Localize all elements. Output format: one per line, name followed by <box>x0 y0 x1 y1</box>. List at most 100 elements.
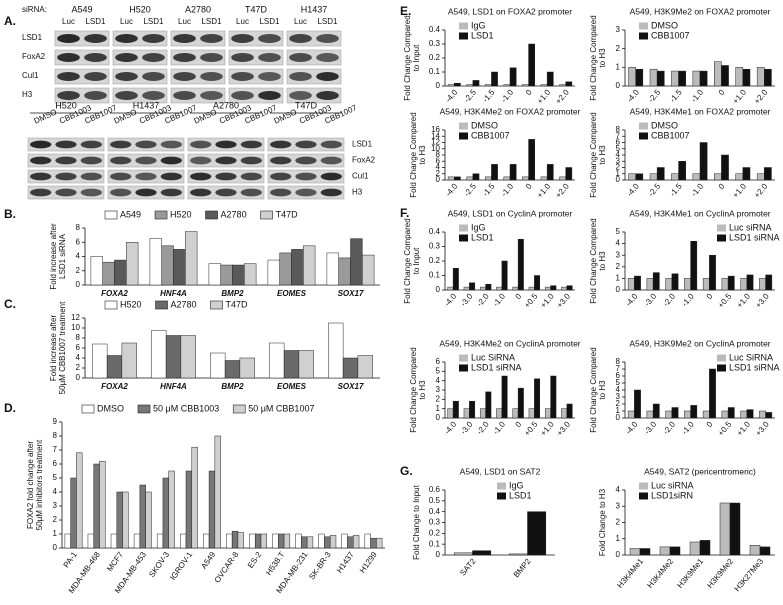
legend-swatch <box>639 492 648 500</box>
y-tick-label: 2 <box>76 266 81 275</box>
x-tick-label: -1.0 <box>491 291 507 308</box>
blot-band <box>115 91 138 100</box>
cell-line: H1437 <box>133 100 160 110</box>
bar <box>721 410 729 419</box>
legend-swatch <box>81 404 95 414</box>
x-tick-label: -1.0 <box>499 87 515 104</box>
y-tick-label: 6 <box>616 371 621 380</box>
y-tick-label: 0 <box>53 543 58 552</box>
bar <box>161 245 174 286</box>
bar <box>447 286 454 291</box>
x-tick-label: +1.0 <box>735 419 752 437</box>
x-tick-label: H538.T <box>264 550 286 577</box>
y-tick-label: 7 <box>616 131 621 140</box>
bar <box>699 540 711 556</box>
blot-band <box>173 72 196 81</box>
bar <box>485 283 492 291</box>
bar <box>283 350 300 379</box>
bar <box>329 535 337 549</box>
x-tick-label: 0 <box>717 181 727 191</box>
y-tick-label: 0.5 <box>429 496 441 505</box>
y-tick-label: 5 <box>616 378 621 387</box>
blot-band <box>289 91 312 100</box>
blot-band <box>135 156 157 165</box>
blot-band <box>231 72 254 81</box>
x-tick-label: H3K4Me1 <box>615 556 645 589</box>
bar <box>561 286 568 291</box>
y-axis-label: Fold Change Compared <box>409 112 418 197</box>
bar <box>764 167 772 181</box>
x-tick-label: SAT2 <box>458 556 478 577</box>
y-tick-label: 1 <box>436 404 441 413</box>
blot-band <box>240 172 262 181</box>
bar <box>671 273 679 291</box>
y-tick-label: 0.4 <box>429 25 441 34</box>
bar <box>203 533 210 549</box>
bar <box>512 286 519 291</box>
bar <box>298 350 314 379</box>
blot-band <box>84 91 107 100</box>
y-tick-label: 8 <box>436 150 441 159</box>
y-tick-label: 1 <box>616 274 621 283</box>
y-axis-label: Fold Change Compared <box>403 15 412 100</box>
x-tick-label: +0.5 <box>716 291 733 309</box>
blot-band <box>215 188 237 197</box>
bar <box>318 533 325 549</box>
y-tick-label: 0 <box>76 280 81 289</box>
lane-label: Luc <box>62 17 75 26</box>
bar <box>528 43 536 87</box>
blot-band <box>30 172 52 181</box>
blot-band <box>316 34 339 43</box>
bar <box>484 84 492 87</box>
bar <box>692 173 701 181</box>
blot-band <box>258 72 281 81</box>
blot-band <box>115 34 138 43</box>
panel-label: B. <box>4 207 16 221</box>
y-tick-label: 4 <box>616 485 621 494</box>
bar <box>237 532 244 549</box>
bar <box>328 322 344 379</box>
bar <box>684 410 691 419</box>
bar <box>628 67 636 87</box>
bar <box>746 409 754 419</box>
bar <box>180 335 196 379</box>
bar <box>709 254 716 291</box>
blot-band <box>135 172 157 181</box>
bar <box>721 65 729 87</box>
bar <box>224 360 241 379</box>
y-tick-label: 2 <box>76 363 81 372</box>
sirna-label: siRNA: <box>22 5 47 14</box>
legend-label: LSD1 <box>471 30 494 40</box>
x-tick-label: BMP2 <box>221 289 244 298</box>
bar <box>70 477 77 549</box>
legend-label: T47D <box>276 209 299 219</box>
blot-row-label: H3 <box>22 90 33 99</box>
blot-band <box>160 188 182 197</box>
y-tick-label: 3 <box>616 501 621 510</box>
lane-label: LSD1 <box>143 17 164 26</box>
blot-band <box>110 172 132 181</box>
cell-line: A549 <box>71 4 92 14</box>
legend-label: IgG <box>471 222 486 232</box>
y-tick-label: 6 <box>76 237 81 246</box>
bar <box>278 533 285 549</box>
bar <box>714 61 722 87</box>
bar <box>503 84 511 87</box>
y-tick-label: 0.2 <box>429 528 441 537</box>
y-tick-label: 1 <box>616 406 621 415</box>
x-tick-label: IGROV-1 <box>168 550 194 582</box>
blot-band <box>160 172 182 181</box>
bar <box>168 470 175 549</box>
bar <box>566 285 573 291</box>
y-tick-label: 4 <box>436 376 441 385</box>
bar <box>689 541 701 556</box>
blot-band <box>110 156 132 165</box>
bar <box>496 286 503 291</box>
y-tick-label: 0.2 <box>429 53 441 62</box>
bar <box>214 435 221 549</box>
bar <box>466 84 474 87</box>
bar <box>765 274 773 291</box>
y-tick-label: 0 <box>436 81 441 90</box>
lane-label: DMSO <box>33 107 59 125</box>
bar <box>472 550 492 556</box>
